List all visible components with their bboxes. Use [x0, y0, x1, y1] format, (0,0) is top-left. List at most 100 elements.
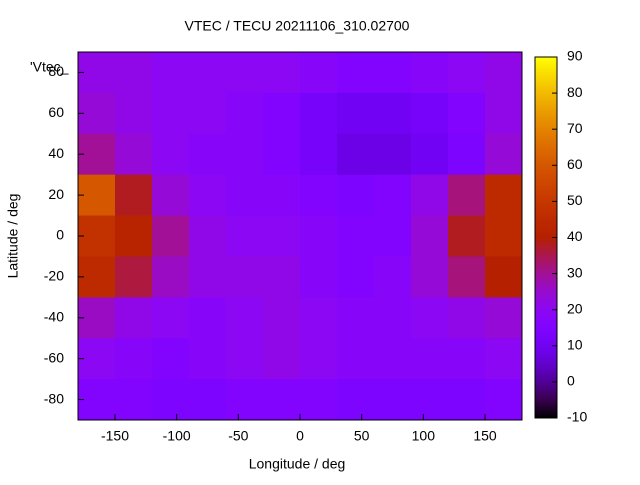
heat-cell — [300, 133, 338, 176]
heat-cell — [485, 338, 523, 380]
heat-cell — [263, 256, 301, 298]
colorbar-tick-label: 70 — [567, 120, 583, 136]
heat-cell — [263, 52, 301, 94]
heat-cell — [226, 379, 264, 421]
colorbar-tick-label: 90 — [567, 48, 583, 64]
y-tick-label: 80 — [48, 63, 64, 79]
heat-cell — [411, 133, 449, 176]
heat-cell — [485, 379, 523, 421]
heat-cell — [337, 92, 375, 135]
heat-cell — [485, 256, 523, 298]
heat-cell — [300, 174, 338, 217]
heat-cell — [115, 256, 153, 298]
heat-cell — [115, 92, 153, 135]
heat-cell — [448, 256, 486, 298]
chart-title: VTEC / TECU 20211106_310.02700 — [185, 18, 410, 34]
heat-cell — [485, 133, 523, 176]
heat-cell — [189, 52, 227, 94]
heat-cell — [374, 133, 412, 176]
colorbar-tick-label: 40 — [567, 228, 583, 244]
heat-cell — [78, 52, 116, 94]
heat-cell — [411, 52, 449, 94]
heat-cell — [263, 297, 301, 339]
y-tick-label: -40 — [44, 308, 64, 324]
heat-cell — [337, 215, 375, 257]
heat-cell — [115, 379, 153, 421]
heat-cell — [263, 215, 301, 257]
heat-cell — [337, 133, 375, 176]
heat-cell — [337, 52, 375, 94]
heat-cell — [115, 297, 153, 339]
heat-cell — [485, 297, 523, 339]
heat-cell — [226, 338, 264, 380]
heat-cell — [300, 338, 338, 380]
heat-cell — [263, 174, 301, 217]
x-tick-label: -150 — [101, 428, 129, 444]
colorbar-tick-label: 0 — [567, 373, 575, 389]
heat-cell — [189, 338, 227, 380]
heat-cell — [411, 174, 449, 217]
heat-cell — [226, 256, 264, 298]
colorbar-tick-label: 10 — [567, 337, 583, 353]
y-axis-label: Latitude / deg — [5, 194, 21, 279]
heat-cell — [337, 338, 375, 380]
heat-cell — [448, 379, 486, 421]
heat-cell — [374, 92, 412, 135]
heat-cell — [78, 174, 116, 217]
heat-cell — [226, 215, 264, 257]
colorbar-tick-label: 30 — [567, 264, 583, 280]
x-tick-label: 0 — [296, 428, 304, 444]
heat-cell — [374, 297, 412, 339]
colorbar-tick-label: 50 — [567, 192, 583, 208]
heat-cell — [226, 174, 264, 217]
heat-cell — [300, 256, 338, 298]
heat-cell — [152, 133, 190, 176]
heat-cell — [374, 174, 412, 217]
heat-cell — [374, 256, 412, 298]
x-axis-label: Longitude / deg — [249, 456, 346, 472]
heat-cell — [226, 133, 264, 176]
heat-cell — [189, 379, 227, 421]
x-tick-label: -100 — [163, 428, 191, 444]
heat-cell — [263, 92, 301, 135]
heat-cell — [485, 215, 523, 257]
heat-cell — [411, 338, 449, 380]
heat-cell — [485, 174, 523, 217]
heat-cell — [189, 215, 227, 257]
heat-cell — [411, 215, 449, 257]
heat-cell — [78, 133, 116, 176]
legend-key: 'Vtec_ — [30, 59, 69, 75]
heat-cell — [152, 174, 190, 217]
heat-cell — [337, 379, 375, 421]
heat-cell — [300, 92, 338, 135]
heat-cell — [78, 297, 116, 339]
heat-cell — [152, 52, 190, 94]
heat-cell — [152, 338, 190, 380]
heat-cell — [226, 52, 264, 94]
heat-cell — [411, 256, 449, 298]
y-tick-label: 60 — [48, 104, 64, 120]
heat-cell — [78, 379, 116, 421]
heat-cell — [485, 52, 523, 94]
heat-cell — [411, 379, 449, 421]
heat-cell — [337, 256, 375, 298]
heat-cell — [263, 338, 301, 380]
heat-cell — [115, 215, 153, 257]
y-tick-label: -20 — [44, 268, 64, 284]
colorbar-tick-label: -10 — [567, 409, 587, 425]
heat-cell — [300, 297, 338, 339]
heat-cell — [448, 133, 486, 176]
heat-cell — [263, 133, 301, 176]
heat-cell — [263, 379, 301, 421]
x-tick-label: 100 — [412, 428, 436, 444]
colorbar-tick-label: 20 — [567, 300, 583, 316]
heat-cell — [448, 174, 486, 217]
heat-cell — [152, 92, 190, 135]
heat-cell — [78, 92, 116, 135]
heat-cell — [189, 174, 227, 217]
heat-cell — [226, 92, 264, 135]
y-tick-label: 40 — [48, 145, 64, 161]
heat-cell — [448, 338, 486, 380]
x-tick-label: 150 — [473, 428, 497, 444]
